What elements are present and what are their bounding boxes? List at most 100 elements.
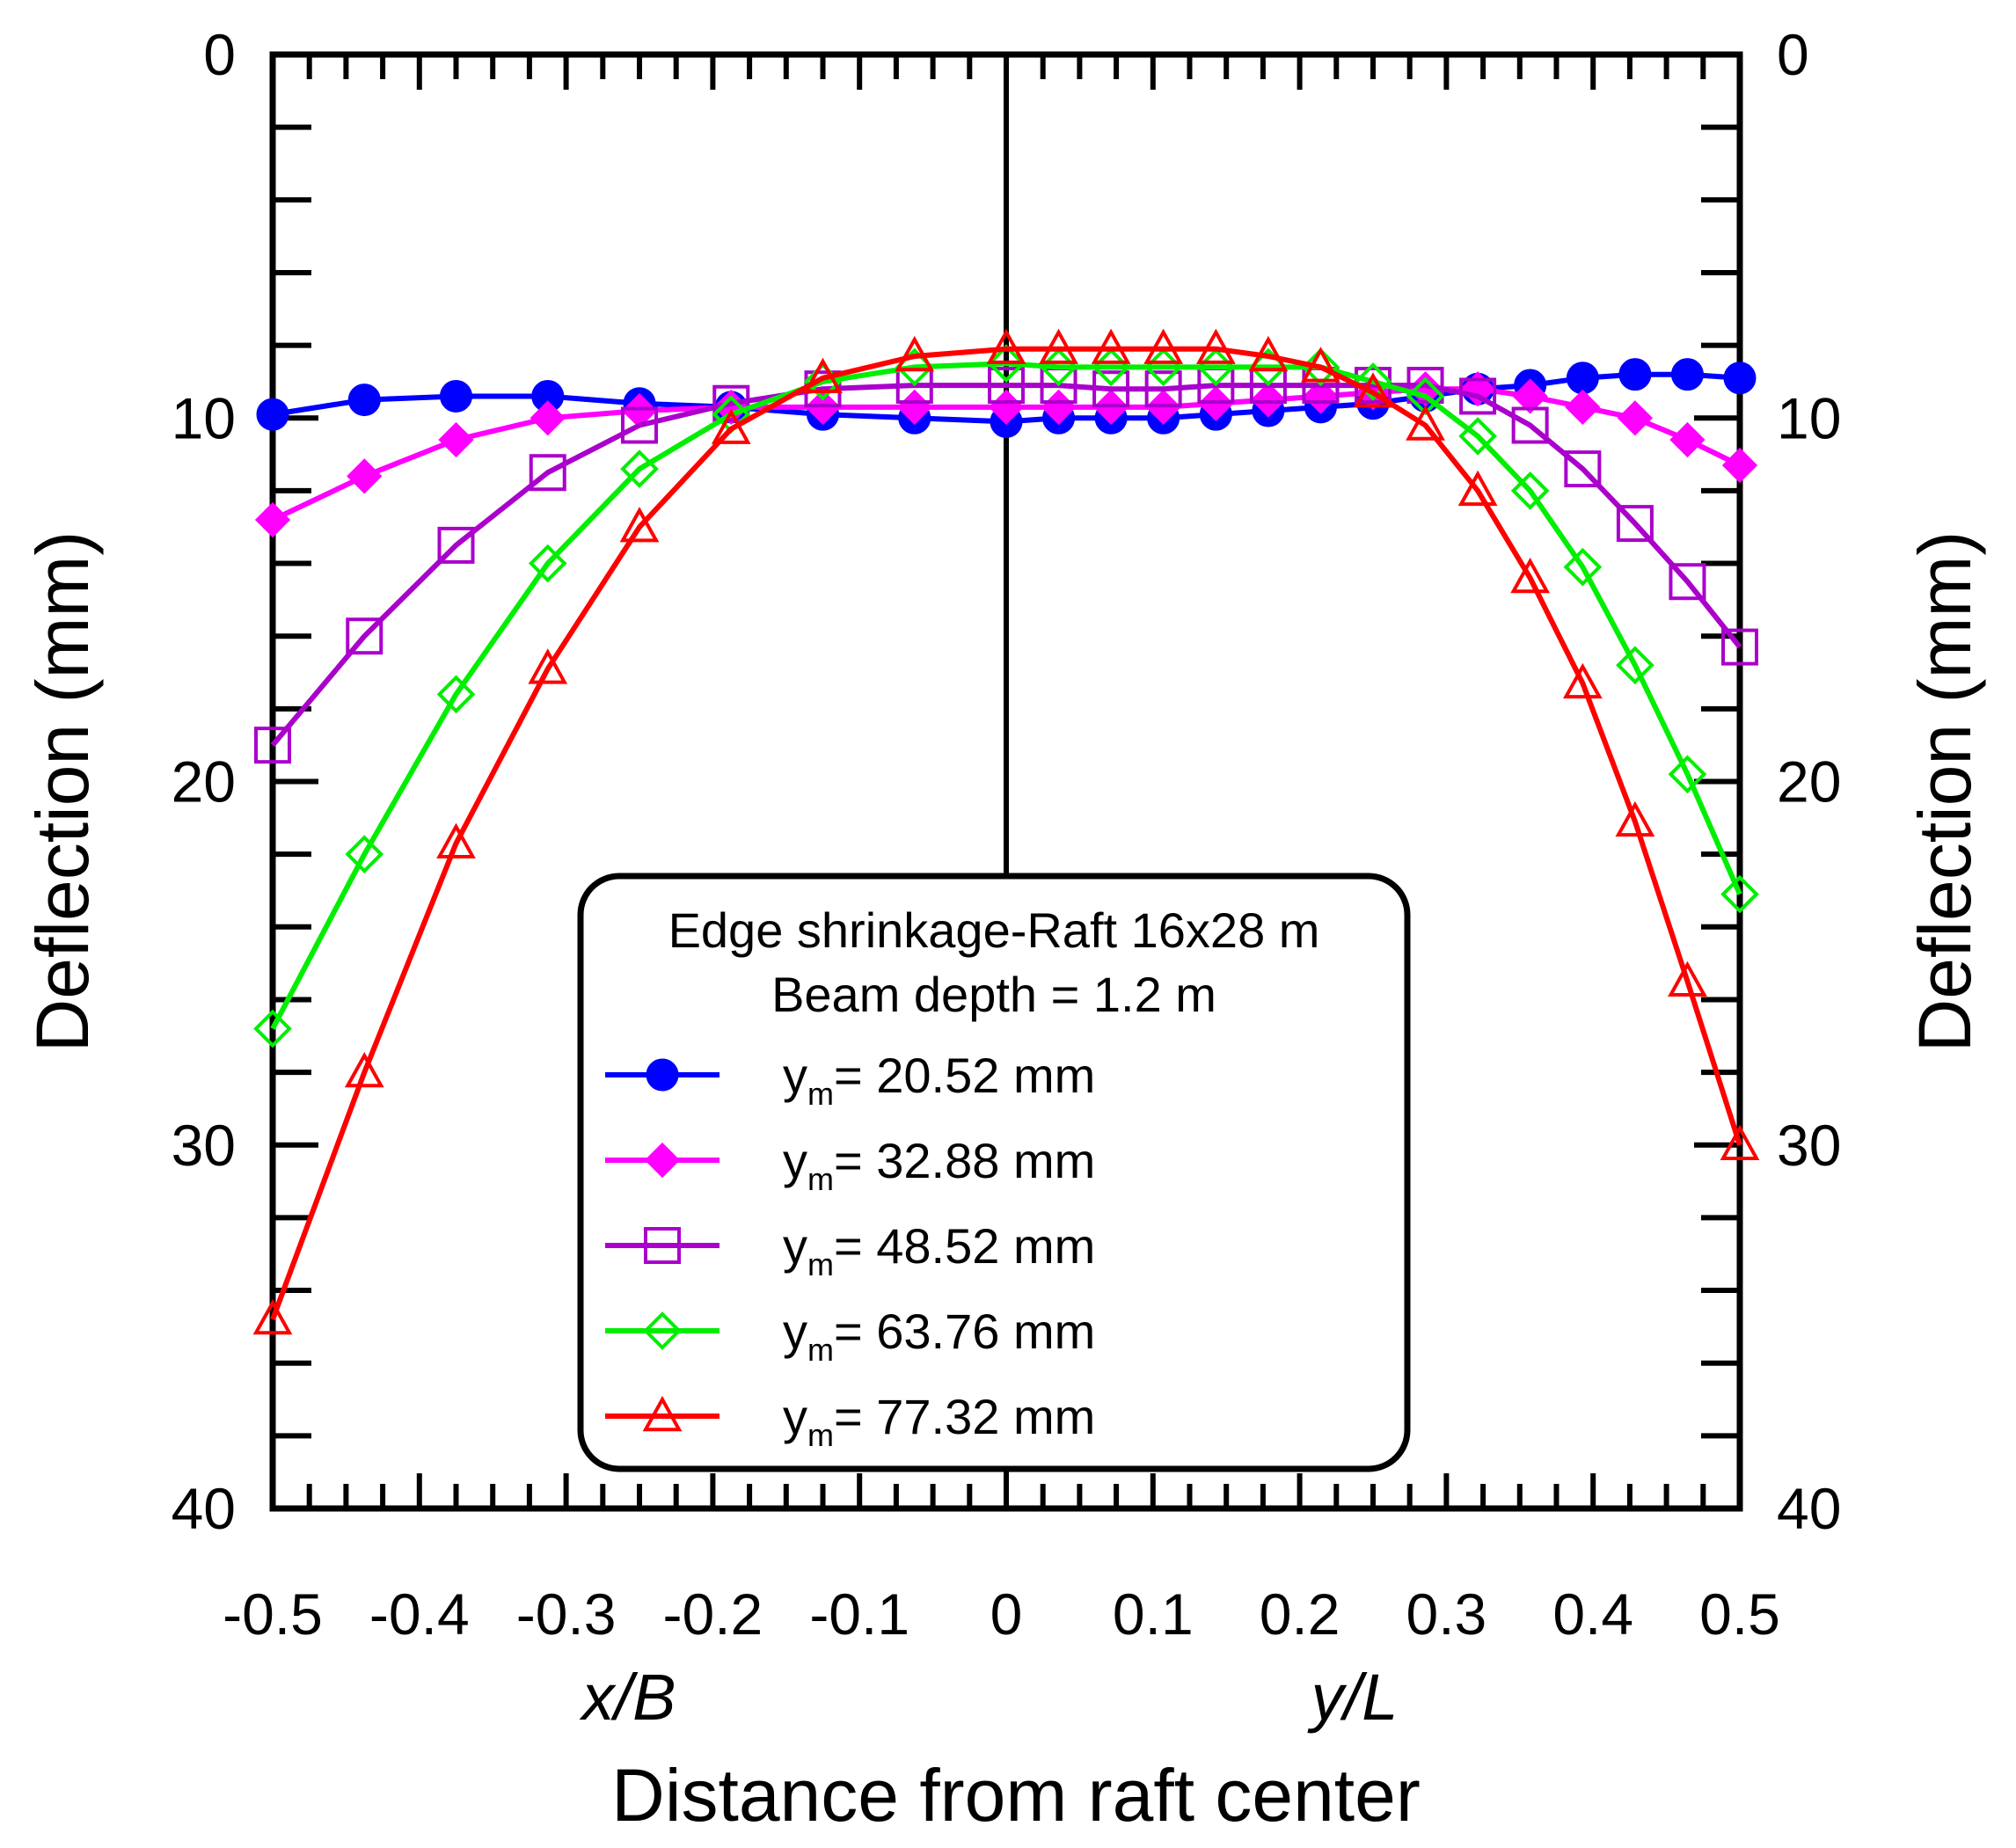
data-point (1563, 547, 1603, 587)
data-point (344, 1051, 384, 1088)
x-tick-label: 0.1 (1113, 1581, 1194, 1647)
data-point (528, 544, 567, 583)
data-point (347, 458, 383, 494)
data-point (986, 328, 1026, 364)
data-point (1301, 347, 1340, 383)
data-point (436, 822, 476, 858)
legend-marker (642, 1395, 683, 1432)
data-point (253, 1009, 292, 1048)
data-point (620, 449, 659, 488)
legend-label: ym= 20.52 mm (783, 1048, 1095, 1112)
data-point (1458, 417, 1497, 456)
data-point (1615, 800, 1655, 837)
legend-title-line-2: Beam depth = 1.2 m (771, 967, 1216, 1022)
data-point (529, 454, 566, 492)
data-point (803, 357, 843, 393)
data-point (1562, 662, 1603, 699)
data-point (528, 648, 568, 684)
data-point (1618, 358, 1652, 391)
data-point (1091, 328, 1131, 364)
data-point (254, 727, 291, 764)
y-tick-label-right: 30 (1777, 1113, 1841, 1178)
data-point (1669, 563, 1706, 601)
legend-box (577, 873, 1411, 1472)
data-point (1616, 646, 1654, 685)
legend-label: ym= 77.32 mm (783, 1389, 1095, 1453)
data-point (1144, 370, 1182, 408)
data-point (621, 406, 658, 444)
y-tick-label-right: 40 (1777, 1476, 1841, 1541)
data-point (619, 507, 660, 543)
x-tick-label: -0.4 (369, 1581, 470, 1647)
data-point (252, 1298, 293, 1335)
y-tick-label-right: 0 (1777, 22, 1809, 87)
data-point (1143, 328, 1184, 364)
legend-marker (644, 1227, 681, 1264)
x-tick-label: -0.1 (809, 1581, 909, 1647)
legend-item-2: ym= 32.88 mm (605, 1133, 1095, 1197)
data-point (1303, 378, 1339, 414)
data-point (1669, 421, 1706, 458)
data-point (1616, 505, 1654, 543)
data-point (1039, 328, 1078, 364)
x-axis-title: Distance from raft center (611, 1754, 1421, 1837)
data-point (1668, 755, 1707, 794)
data-point (1459, 377, 1497, 415)
y-tick-label-left: 20 (172, 749, 236, 814)
x-tick-label: 0.2 (1260, 1581, 1340, 1647)
data-point (1510, 471, 1550, 510)
data-point (440, 379, 472, 413)
data-point (1406, 376, 1445, 416)
x-tick-label: 0.3 (1406, 1581, 1487, 1647)
y-axis-title-left: Deflection (mm) (21, 531, 104, 1053)
data-point (1720, 1124, 1760, 1160)
x-tick-label: 0.4 (1552, 1581, 1633, 1647)
legend-item-4: ym= 63.76 mm (605, 1304, 1095, 1368)
data-point (987, 344, 1026, 383)
x-sublabel-right: y/L (1307, 1661, 1399, 1734)
data-point (1195, 328, 1236, 364)
series-line (270, 346, 1742, 1321)
x-tick-label: -0.2 (663, 1581, 763, 1647)
data-point (1512, 378, 1548, 414)
data-point (438, 421, 474, 458)
data-point (1406, 367, 1444, 405)
data-point (1510, 557, 1551, 594)
legend-label: ym= 32.88 mm (783, 1133, 1095, 1197)
y-tick-label-right: 20 (1777, 749, 1841, 814)
y-tick-label-left: 10 (172, 385, 236, 450)
data-point (1720, 874, 1759, 914)
x-tick-label: 0 (990, 1581, 1023, 1647)
data-point (1723, 362, 1757, 395)
legend-item-1: ym= 20.52 mm (605, 1048, 1095, 1112)
data-point (1457, 470, 1498, 507)
data-point (1721, 447, 1758, 484)
data-point (712, 384, 750, 422)
data-point (437, 526, 475, 564)
legend-title-line-1: Edge shrinkage-Raft 16x28 m (668, 902, 1320, 958)
x-tick-label: -0.3 (516, 1581, 617, 1647)
series-layer (252, 328, 1760, 1335)
data-point (347, 383, 381, 417)
data-point (1565, 389, 1601, 425)
data-point (1353, 372, 1393, 408)
data-point (256, 398, 289, 431)
data-point (1566, 362, 1599, 395)
data-point (530, 400, 566, 436)
data-point (1511, 406, 1549, 444)
data-point (1092, 370, 1130, 408)
data-point (1301, 347, 1340, 387)
data-point (1670, 358, 1704, 391)
x-tick-label: 0.5 (1699, 1581, 1780, 1647)
y-tick-label-left: 0 (203, 22, 236, 87)
data-point (346, 617, 383, 655)
y-tick-label-left: 40 (172, 1476, 236, 1541)
data-point (988, 367, 1025, 405)
data-point (254, 501, 291, 538)
data-point (1721, 628, 1758, 666)
legend-marker (646, 1058, 679, 1092)
legend-marker (643, 1311, 682, 1350)
x-sublabel-left: x/B (580, 1661, 676, 1734)
